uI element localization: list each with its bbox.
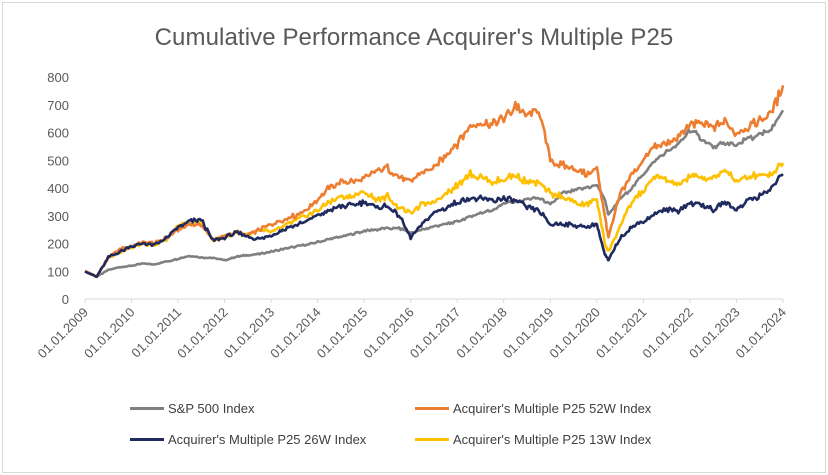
y-tick-label: 400 <box>47 181 69 196</box>
y-tick-label: 800 <box>47 70 69 85</box>
chart-title: Cumulative Performance Acquirer's Multip… <box>154 24 674 51</box>
series-line-acquirer-s-multiple-p25-26w-index <box>84 173 784 279</box>
legend-label-13w: Acquirer's Multiple P25 13W Index <box>453 432 652 447</box>
y-tick-label: 300 <box>47 209 69 224</box>
legend-swatch-26w <box>130 438 164 441</box>
x-tick-label: 01.01.2024 <box>732 305 789 362</box>
legend-swatch-52w <box>415 407 449 410</box>
legend-swatch-sp500 <box>130 407 164 410</box>
x-tick-label: 01.01.2010 <box>81 305 138 362</box>
series-line-s-p-500-index <box>84 109 785 279</box>
legend-label-52w: Acquirer's Multiple P25 52W Index <box>453 401 652 416</box>
y-tick-label: 0 <box>62 292 69 307</box>
legend-item-26w: Acquirer's Multiple P25 26W Index <box>130 432 366 447</box>
y-tick-label: 500 <box>47 153 69 168</box>
y-tick-label: 700 <box>47 98 69 113</box>
legend-item-13w: Acquirer's Multiple P25 13W Index <box>415 432 651 447</box>
y-tick-label: 200 <box>47 237 69 252</box>
legend-swatch-13w <box>415 438 449 441</box>
legend-label-sp500: S&P 500 Index <box>168 401 255 416</box>
y-tick-label: 100 <box>47 264 69 279</box>
legend-item-sp500: S&P 500 Index <box>130 401 255 416</box>
legend-item-52w: Acquirer's Multiple P25 52W Index <box>415 401 651 416</box>
series-line-acquirer-s-multiple-p25-52w-index <box>84 85 785 279</box>
y-tick-label: 600 <box>47 126 69 141</box>
legend-label-26w: Acquirer's Multiple P25 26W Index <box>168 432 367 447</box>
